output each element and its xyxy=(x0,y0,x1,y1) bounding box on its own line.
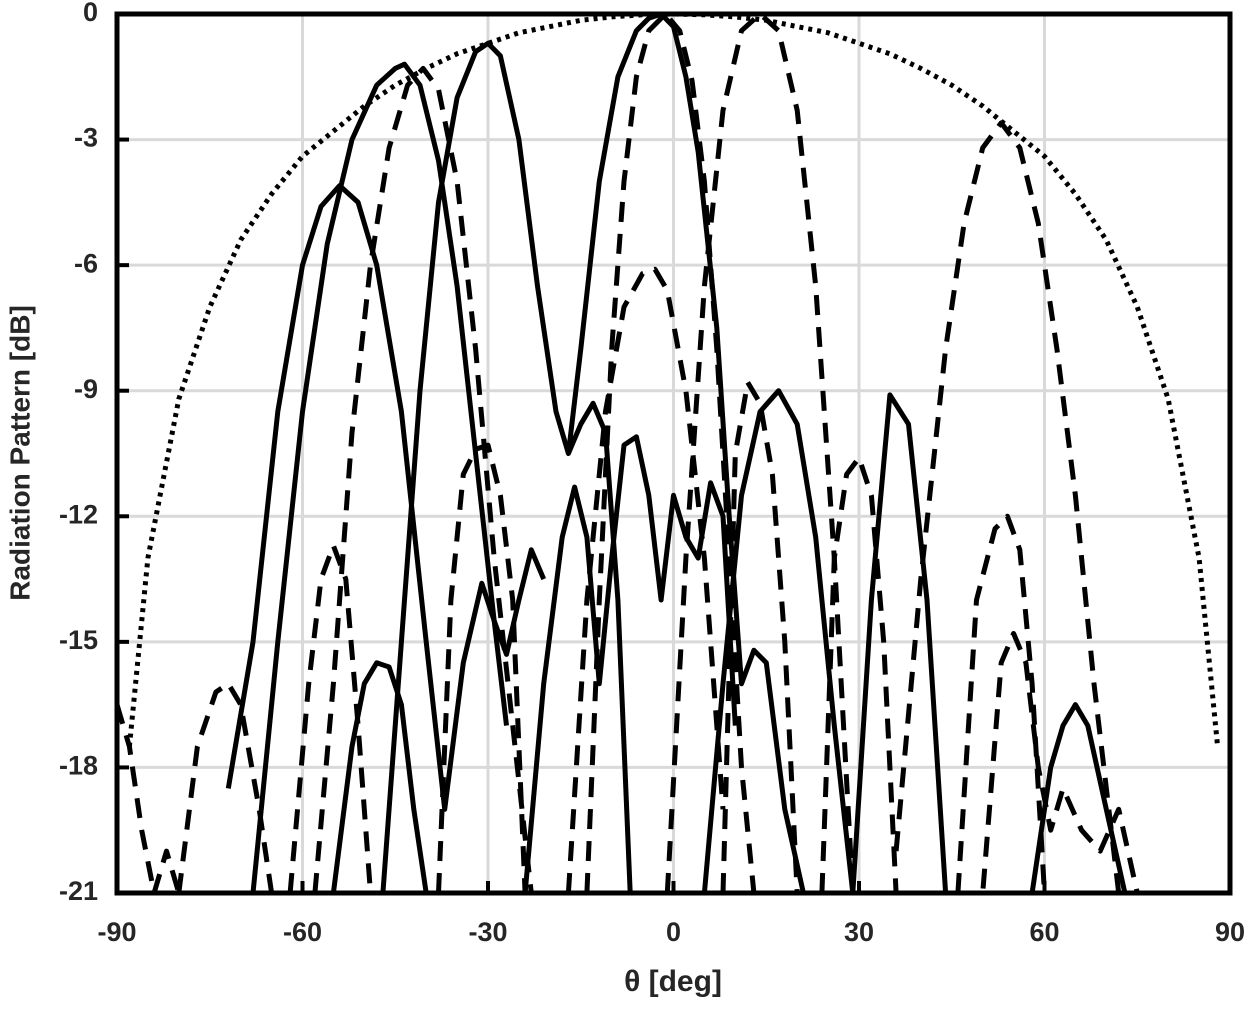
series-line xyxy=(117,631,1140,893)
series-line xyxy=(250,61,547,893)
grid xyxy=(115,12,1232,895)
y-tick-label: -21 xyxy=(59,876,98,906)
y-axis-label: Radiation Pattern [dB] xyxy=(4,305,35,601)
series-line xyxy=(312,65,534,893)
y-tick-label: -15 xyxy=(59,625,98,655)
series-line xyxy=(1029,702,1128,893)
y-tick-label: -3 xyxy=(74,123,98,153)
series-line xyxy=(565,266,726,893)
series-line xyxy=(584,14,757,893)
x-tick-label: -90 xyxy=(97,917,136,947)
series-line xyxy=(126,14,1221,747)
series-line xyxy=(522,434,738,893)
y-tick-label: -6 xyxy=(74,248,98,278)
series-line xyxy=(330,660,429,893)
x-tick-label: 90 xyxy=(1215,917,1245,947)
series-line xyxy=(701,388,949,893)
series-line xyxy=(176,442,1047,893)
x-tick-label: -60 xyxy=(283,917,322,947)
x-tick-label: 0 xyxy=(666,917,681,947)
x-tick-label: -30 xyxy=(468,917,507,947)
series-line xyxy=(893,120,1122,893)
y-tick-label: -18 xyxy=(59,751,98,781)
x-tick-label: 60 xyxy=(1029,917,1059,947)
series-line xyxy=(380,40,633,893)
series-line xyxy=(225,183,509,812)
series-line xyxy=(287,379,899,893)
y-tick-label: -9 xyxy=(74,374,98,404)
plot-lines xyxy=(117,14,1221,893)
series-line xyxy=(565,14,806,893)
x-tick-label: 30 xyxy=(844,917,874,947)
x-axis-label: θ [deg] xyxy=(624,965,722,998)
y-tick-label: 0 xyxy=(83,0,98,27)
y-tick-label: -12 xyxy=(59,499,98,529)
series-line xyxy=(664,14,856,893)
ticks: -90 -60 -30 0 30 60 90-21-18-15-12-9-6-30 xyxy=(59,0,1245,947)
